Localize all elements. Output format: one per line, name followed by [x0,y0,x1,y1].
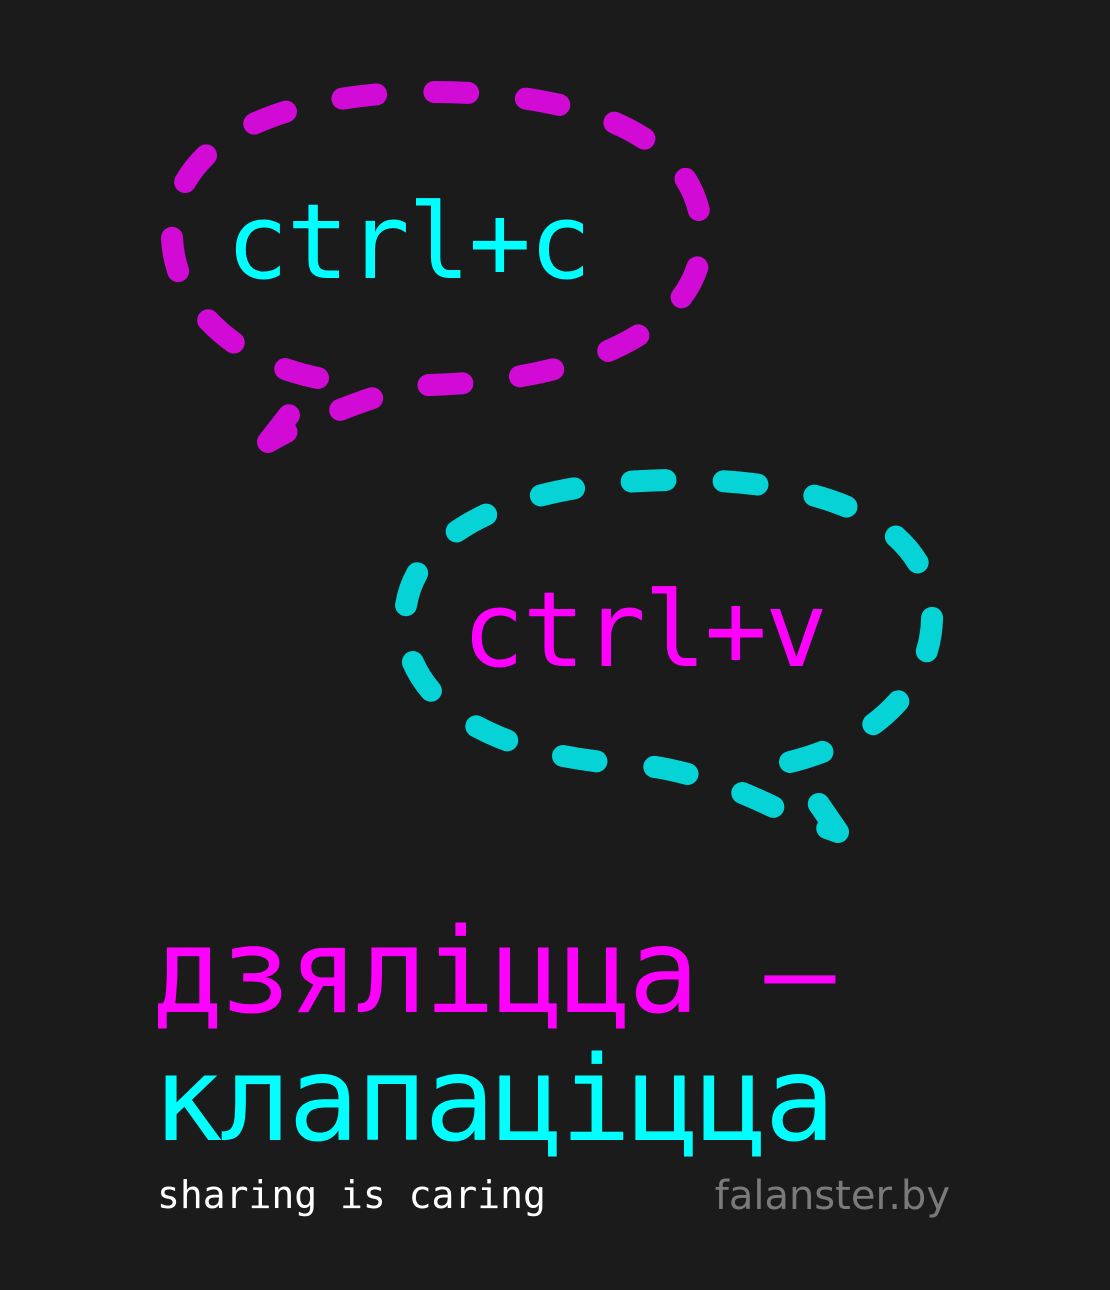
copy-shortcut-label: ctrl+c [226,181,592,303]
site-link[interactable]: falanster.by [714,1173,950,1219]
tagline: sharing is caring [157,1173,546,1217]
headline-line-2: клапаціцца [152,1030,835,1168]
paste-shortcut-label: ctrl+v [462,569,828,691]
headline-line-1: дзяліцца – [152,902,835,1040]
